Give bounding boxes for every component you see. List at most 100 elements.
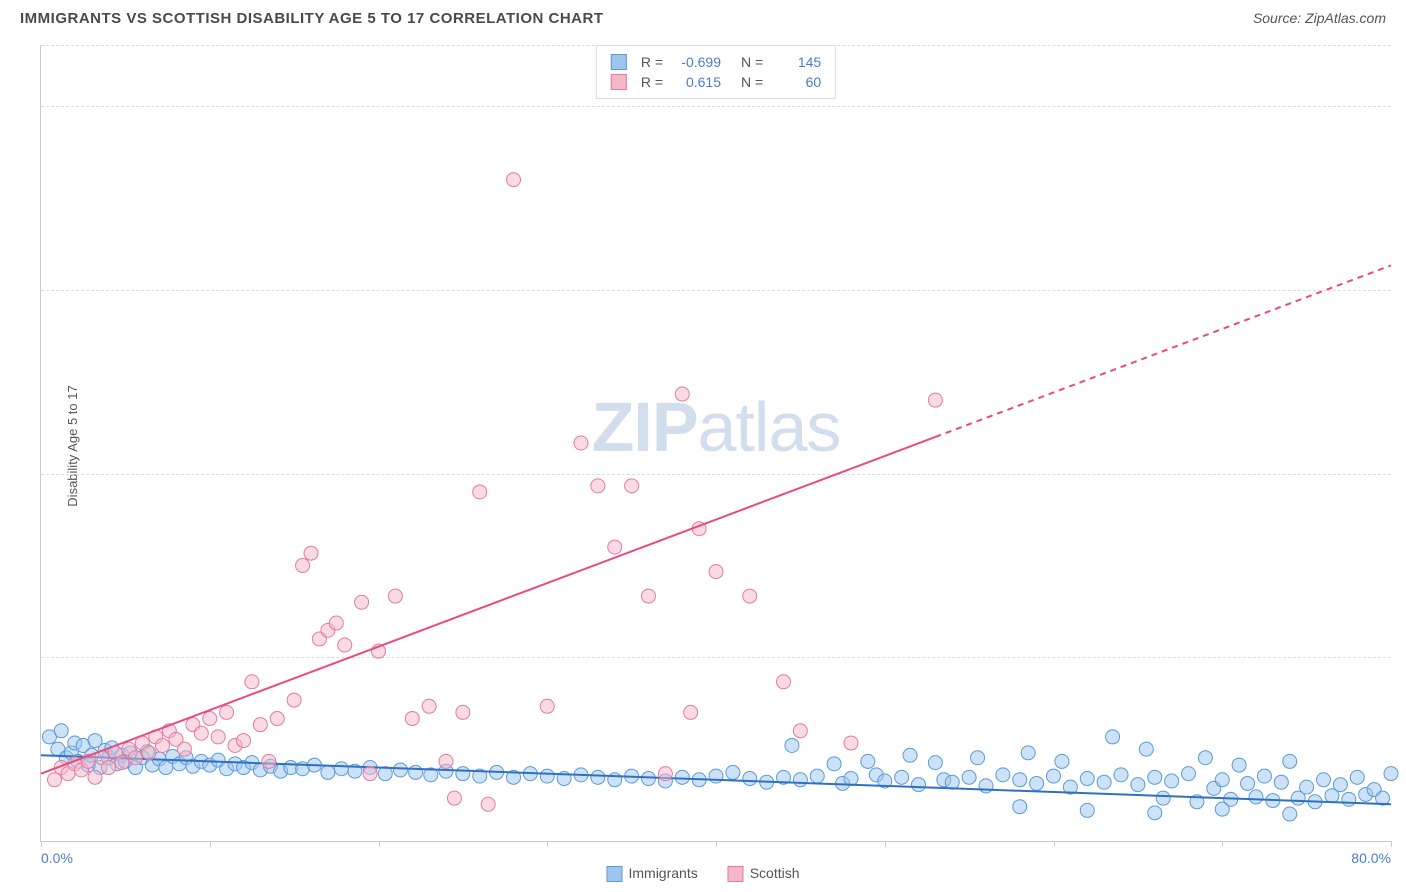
data-point: [1232, 758, 1246, 772]
data-point: [675, 770, 689, 784]
data-point: [1384, 767, 1398, 781]
data-point: [296, 558, 310, 572]
data-point: [334, 762, 348, 776]
trend-line: [41, 437, 935, 774]
data-point: [88, 770, 102, 784]
data-point: [793, 773, 807, 787]
data-point: [1139, 742, 1153, 756]
data-point: [262, 754, 276, 768]
data-point: [211, 730, 225, 744]
data-point: [1350, 770, 1364, 784]
data-point: [507, 173, 521, 187]
legend-label: Immigrants: [628, 865, 697, 881]
data-point: [591, 479, 605, 493]
data-point: [102, 761, 116, 775]
data-point: [1283, 754, 1297, 768]
data-point: [1283, 807, 1297, 821]
trend-line-dashed: [935, 265, 1391, 437]
data-point: [861, 754, 875, 768]
y-tick-label: 15.0%: [1401, 649, 1406, 665]
data-point: [743, 772, 757, 786]
data-point: [1013, 800, 1027, 814]
data-point: [743, 589, 757, 603]
data-point: [156, 738, 170, 752]
data-point: [912, 778, 926, 792]
correlation-legend: R = -0.699 N = 145 R = 0.615 N = 60: [596, 45, 836, 99]
x-tick: [379, 841, 380, 847]
data-point: [903, 748, 917, 762]
legend-r-value: -0.699: [671, 54, 721, 70]
data-point: [608, 540, 622, 554]
data-point: [321, 765, 335, 779]
data-point: [1317, 773, 1331, 787]
data-point: [1156, 791, 1170, 805]
data-point: [1249, 790, 1263, 804]
x-tick: [1054, 841, 1055, 847]
data-point: [1030, 776, 1044, 790]
legend-n-value: 145: [771, 54, 821, 70]
data-point: [481, 797, 495, 811]
data-point: [1257, 769, 1271, 783]
x-tick: [547, 841, 548, 847]
data-point: [827, 757, 841, 771]
legend-n-label: N =: [741, 54, 763, 70]
data-point: [237, 734, 251, 748]
x-tick: [885, 841, 886, 847]
legend-r-label: R =: [641, 54, 663, 70]
x-tick: [1222, 841, 1223, 847]
legend-swatch: [611, 74, 627, 90]
data-point: [115, 756, 129, 770]
data-point: [270, 712, 284, 726]
data-point: [928, 756, 942, 770]
x-tick-label: 80.0%: [1351, 850, 1391, 866]
data-point: [962, 770, 976, 784]
data-point: [642, 772, 656, 786]
data-point: [675, 387, 689, 401]
data-point: [1055, 754, 1069, 768]
data-point: [245, 675, 259, 689]
data-point: [540, 769, 554, 783]
legend-r-value: 0.615: [671, 74, 721, 90]
data-point: [1106, 730, 1120, 744]
data-point: [1215, 802, 1229, 816]
data-point: [1148, 770, 1162, 784]
legend-swatch: [611, 54, 627, 70]
data-point: [642, 589, 656, 603]
data-point: [203, 712, 217, 726]
data-point: [405, 712, 419, 726]
data-point: [1274, 775, 1288, 789]
data-point: [785, 738, 799, 752]
y-tick-label: 30.0%: [1401, 466, 1406, 482]
data-point: [709, 565, 723, 579]
data-point: [1080, 772, 1094, 786]
x-tick: [41, 841, 42, 847]
data-point: [1300, 780, 1314, 794]
data-point: [1182, 767, 1196, 781]
data-point: [363, 767, 377, 781]
data-point: [422, 699, 436, 713]
data-point: [844, 736, 858, 750]
legend-row: R = -0.699 N = 145: [611, 52, 821, 72]
data-point: [625, 479, 639, 493]
legend-swatch: [606, 866, 622, 882]
data-point: [129, 751, 143, 765]
data-point: [1013, 773, 1027, 787]
data-point: [684, 705, 698, 719]
data-point: [726, 765, 740, 779]
data-point: [574, 436, 588, 450]
data-point: [777, 675, 791, 689]
data-point: [253, 718, 267, 732]
data-point: [1342, 792, 1356, 806]
data-point: [1021, 746, 1035, 760]
legend-r-label: R =: [641, 74, 663, 90]
data-point: [658, 767, 672, 781]
data-point: [1241, 776, 1255, 790]
data-point: [393, 763, 407, 777]
data-point: [971, 751, 985, 765]
data-point: [48, 773, 62, 787]
data-point: [338, 638, 352, 652]
data-point: [1333, 778, 1347, 792]
data-point: [810, 769, 824, 783]
y-tick-label: 60.0%: [1401, 98, 1406, 114]
data-point: [844, 772, 858, 786]
